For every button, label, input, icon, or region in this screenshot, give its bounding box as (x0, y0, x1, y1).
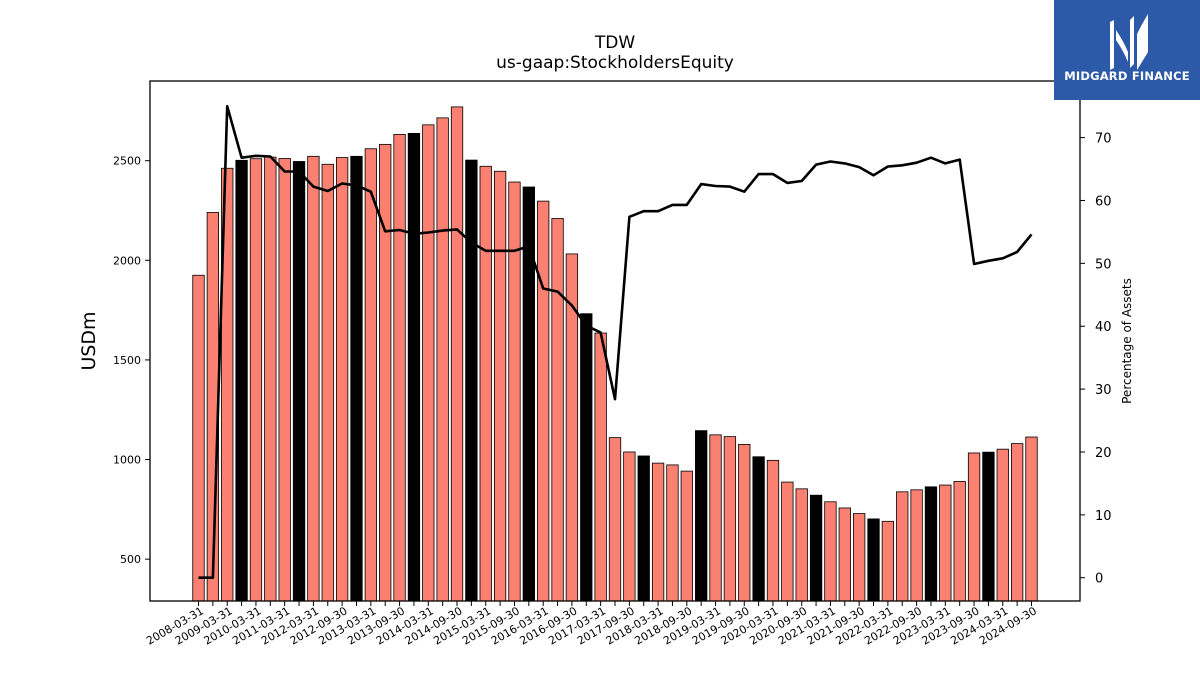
y-tick-label: 1000 (113, 454, 141, 467)
bar (939, 484, 952, 602)
bar (824, 501, 837, 602)
bar (292, 161, 306, 602)
bar (580, 313, 593, 602)
x-axis: 2008-03-312009-03-312010-03-312011-03-31… (144, 601, 1039, 648)
bar (637, 455, 650, 602)
bar (436, 117, 449, 602)
y-axis-right: 0 10 20 30 40 50 60 70 (1080, 132, 1112, 587)
bar (278, 158, 291, 602)
y-tick-label: 2500 (113, 155, 141, 168)
bar (853, 513, 866, 602)
bar (781, 481, 794, 602)
bar (407, 132, 421, 602)
bar (1025, 436, 1038, 602)
line-series (198, 104, 1033, 580)
y-axis-left: 500 1000 1500 2000 2500 (113, 155, 150, 566)
bar (809, 494, 823, 602)
bar (608, 437, 622, 602)
bar (838, 507, 851, 602)
bar (364, 148, 377, 602)
bar (982, 451, 995, 602)
bar (335, 157, 349, 602)
bar (996, 448, 1009, 602)
bar (264, 156, 277, 602)
bar (192, 274, 205, 602)
y-tick-label: 2000 (113, 254, 141, 267)
bar (379, 143, 392, 602)
y-tick-label: 1500 (113, 354, 141, 367)
bar (235, 159, 248, 602)
y2-tick-label: 50 (1095, 257, 1112, 272)
bar (350, 155, 363, 602)
y2-tick-label: 70 (1095, 132, 1112, 147)
bar (881, 520, 895, 602)
y2-tick-label: 30 (1095, 383, 1112, 398)
midgard-m-logo-icon (1110, 14, 1148, 70)
bar (738, 444, 751, 602)
y2-tick-label: 10 (1095, 509, 1112, 524)
percentage-of-assets-line (198, 104, 1033, 580)
y2-tick-label: 60 (1095, 194, 1112, 209)
bar (752, 456, 765, 602)
y2-tick-label: 0 (1095, 572, 1103, 587)
bar (321, 163, 334, 602)
y2-tick-label: 40 (1095, 320, 1112, 335)
y-tick-label: 500 (120, 553, 141, 566)
bar (537, 200, 550, 602)
bar (393, 133, 406, 602)
y-axis-label: USDm (78, 311, 100, 370)
bar (910, 489, 923, 602)
bar (967, 452, 981, 602)
bar (1010, 443, 1024, 602)
chart-title: TDW (594, 33, 635, 53)
bar (594, 332, 607, 602)
chart-subtitle: us-gaap:StockholdersEquity (496, 53, 734, 73)
bar (795, 488, 808, 602)
logo-text: MIDGARD FINANCE (1064, 69, 1190, 83)
plot-frame (149, 80, 1081, 602)
bar (493, 170, 507, 602)
bar (422, 124, 435, 602)
y2-axis-label: Percentage of Assets (1120, 278, 1134, 404)
bar (450, 106, 464, 602)
midgard-finance-logo: MIDGARD FINANCE (1054, 0, 1200, 100)
bar (508, 181, 521, 602)
bar (307, 155, 320, 602)
bar (953, 481, 966, 602)
bar (479, 165, 492, 602)
bar (666, 464, 679, 602)
bar-series (192, 106, 1038, 602)
bar (896, 491, 909, 602)
bar (651, 462, 665, 602)
y2-tick-label: 20 (1095, 446, 1112, 461)
bar (465, 159, 478, 602)
bar (723, 436, 737, 602)
bar (709, 434, 722, 602)
bar (766, 459, 780, 602)
bar (924, 486, 938, 602)
bar (551, 218, 564, 602)
bar (249, 158, 263, 602)
bar (695, 430, 708, 602)
bar (867, 518, 880, 602)
bar (680, 470, 693, 602)
bar (623, 451, 636, 602)
